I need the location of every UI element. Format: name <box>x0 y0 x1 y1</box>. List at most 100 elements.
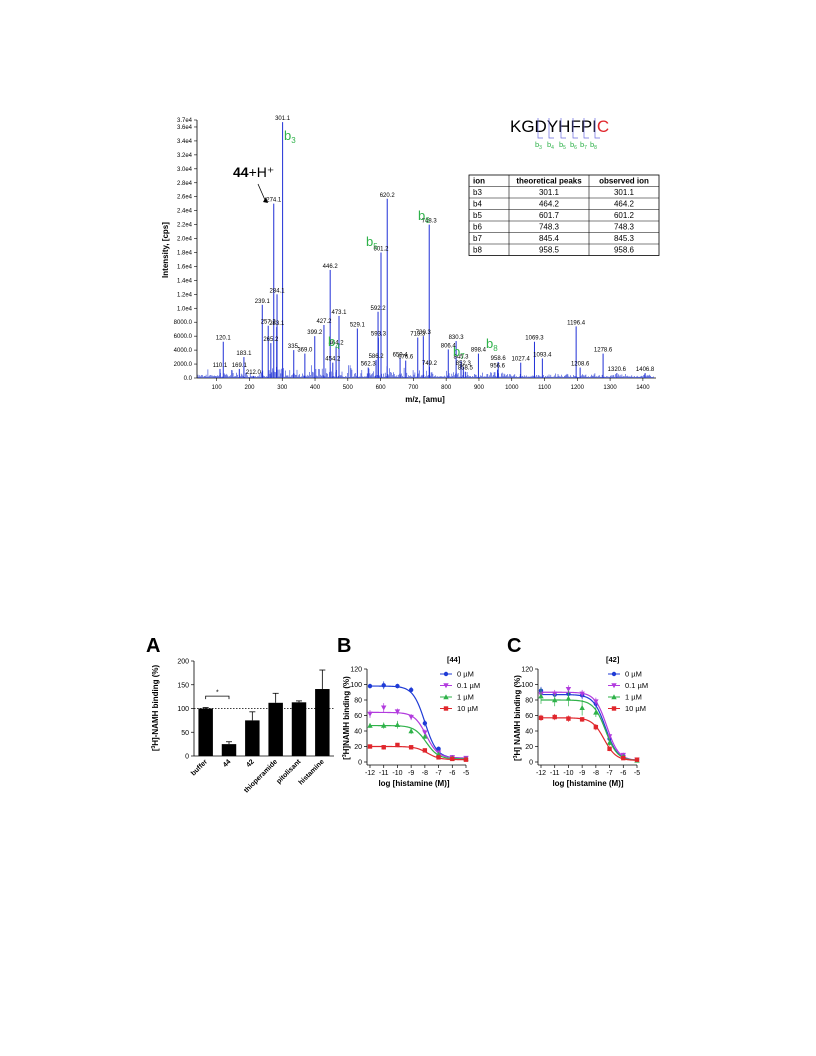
spectrum-x-tick-label: 1200 <box>571 385 585 391</box>
dose-point <box>607 746 612 752</box>
spectrum-x-tick-label: 400 <box>310 385 321 391</box>
cleavage-mark-b3 <box>537 118 543 139</box>
svg-text:b3: b3 <box>535 140 542 151</box>
peptide-sequence: KGDYHFPIC <box>510 117 609 136</box>
spectrum-x-tick-label: 1400 <box>636 385 650 391</box>
panel-a-category-label: histamine <box>298 758 326 786</box>
spectrum-peak-label: 593.3 <box>371 332 387 338</box>
dose-y-tick-label: 80 <box>354 698 362 705</box>
panel-a-bar <box>315 689 330 756</box>
spectrum-peak-label: 1320.6 <box>608 367 627 373</box>
legend-entry: 10 µM <box>625 704 646 713</box>
spectrum-peak-label: 454.2 <box>325 357 341 363</box>
panel-c: C [42] 0 20 40 60 80 100 120 -12 -11 -10 -9 -8 -7 -6 -… <box>507 635 648 788</box>
cleavage-mark-b5 <box>560 118 566 139</box>
spectrum-y-tick-label: 2.4e4 <box>177 209 193 215</box>
spectrum-peak-label: 369.0 <box>297 348 313 354</box>
spectrum-peak-label: 676.6 <box>398 355 414 361</box>
legend-entry: 1 µM <box>625 693 642 702</box>
panel-a-bar <box>198 708 213 756</box>
dose-point <box>422 730 428 736</box>
spectrum-peak-label: 830.3 <box>449 335 465 341</box>
ion-table-cell: b7 <box>473 234 482 243</box>
dose-y-tick-label: 0 <box>529 760 533 767</box>
sequence-fragment-labels: b3 b4 b5 b6 b7 b8 <box>535 140 597 151</box>
dose-point <box>538 715 544 721</box>
precursor-compound: 44 <box>233 164 249 180</box>
ion-table-cell: 958.5 <box>539 246 560 255</box>
spectrum-x-tick-label: 1300 <box>603 385 617 391</box>
spectrum-y-tick-label: 1.4e4 <box>177 278 193 284</box>
spectrum-y-ticks: 0.0 2000.0 4000.0 6000.0 8000.0 1.0e4 1.2e4 1.4… <box>174 118 197 382</box>
ion-table-cell: 301.1 <box>614 188 635 197</box>
ion-table-header: theoretical peaks <box>516 177 582 186</box>
svg-text:b5: b5 <box>559 140 566 151</box>
spectrum-peak-label: 562.3 <box>361 362 377 368</box>
ion-table: ion theoretical peaks observed ion b3 301.1 3… <box>468 174 660 256</box>
dose-fit-curve <box>541 693 638 761</box>
ion-label-b8: b8 <box>486 336 498 353</box>
dose-x-tick-label: -9 <box>408 770 414 777</box>
spectrum-x-label: m/z, [amu] <box>405 395 445 404</box>
cleavage-mark-b7 <box>583 118 589 139</box>
legend-marker <box>611 706 617 711</box>
legend-entry: 0 µM <box>625 670 642 679</box>
ion-table-cell: 748.3 <box>614 223 635 232</box>
spectrum-y-tick-label: 1.2e4 <box>177 292 193 298</box>
panel-b-compound: [44] <box>447 655 461 664</box>
dose-point <box>565 695 572 701</box>
spectrum-y-tick-label: 2.6e4 <box>177 195 193 201</box>
peptide-sequence-main: KGDYHFPI <box>510 117 597 136</box>
spectrum-peak-label: 212.0 <box>246 370 262 376</box>
ion-table-cell: 845.3 <box>614 234 635 243</box>
ion-table-cell: 601.7 <box>539 211 560 220</box>
spectrum-peak-label: 852.3 <box>456 361 472 367</box>
spectrum-peak-label: 446.2 <box>323 264 339 270</box>
dose-point <box>579 705 585 710</box>
dose-fit-curve <box>541 691 638 761</box>
panel-a-bar <box>221 744 237 756</box>
spectrum-peak-label: 748.3 <box>422 219 438 225</box>
spectrum-peak-label: 464.2 <box>329 341 345 347</box>
dose-x-tick-label: -8 <box>593 770 599 777</box>
spectrum-y-tick-label: 1.6e4 <box>177 264 193 270</box>
dose-point <box>436 746 441 752</box>
spectrum-peak-label: 265.2 <box>263 337 279 343</box>
cleavage-mark-b4 <box>548 118 554 139</box>
dose-x-tick-label: -10 <box>563 770 573 777</box>
dose-y-tick-label: 120 <box>521 667 533 674</box>
dose-x-tick-label: -7 <box>606 770 612 777</box>
spectrum-peak-label: 806.4 <box>441 343 457 349</box>
spectrum-x-tick-label: 200 <box>244 385 255 391</box>
dose-point <box>394 709 401 715</box>
panel-a-y-label: [3H]-NAMH binding (%) <box>151 665 160 752</box>
spectrum-x-tick-label: 600 <box>376 385 387 391</box>
panel-a-y-tick-label: 0 <box>185 754 189 761</box>
ion-table-cell: b5 <box>473 211 482 220</box>
spectrum-peak-label: 898.4 <box>471 348 487 354</box>
dose-fit-curve <box>370 724 467 760</box>
spectrum-x-tick-label: 1000 <box>505 385 519 391</box>
spectrum-x-tick-label: 700 <box>408 385 419 391</box>
spectrum-peak-label: 958.6 <box>491 356 507 362</box>
dose-fit-curve <box>370 711 467 759</box>
spectrum-y-tick-label: 1.8e4 <box>177 250 193 256</box>
panel-a-bar <box>268 702 283 756</box>
legend-entry: 0 µM <box>457 670 474 679</box>
spectrum-peak-label: 284.1 <box>270 288 286 294</box>
fragment-cleavage-marks <box>537 118 600 139</box>
legend-marker <box>611 683 617 689</box>
panel-b: B [44] 0 20 40 60 80 100 120 -12 -11 -10 -9 -8 -7 -6 -… <box>337 635 480 788</box>
spectrum-peak-label: 659.4 <box>393 352 409 358</box>
legend-marker <box>611 694 617 700</box>
precursor-adduct: +H⁺ <box>249 164 275 180</box>
dose-fit-curve <box>541 699 638 761</box>
panel-c-compound: [42] <box>606 655 620 664</box>
legend-marker <box>443 671 449 677</box>
ion-table-cell: 748.3 <box>539 223 560 232</box>
dose-x-tick-label: -7 <box>435 770 441 777</box>
panel-a-category-label: 44 <box>222 758 233 769</box>
spectrum-peak-labels: 110.1 120.1 169.1 183.1 212.0 239.1 257.2 265.2… <box>213 116 655 376</box>
dose-point <box>381 683 386 688</box>
spectrum-peak-label: 586.2 <box>369 354 385 360</box>
